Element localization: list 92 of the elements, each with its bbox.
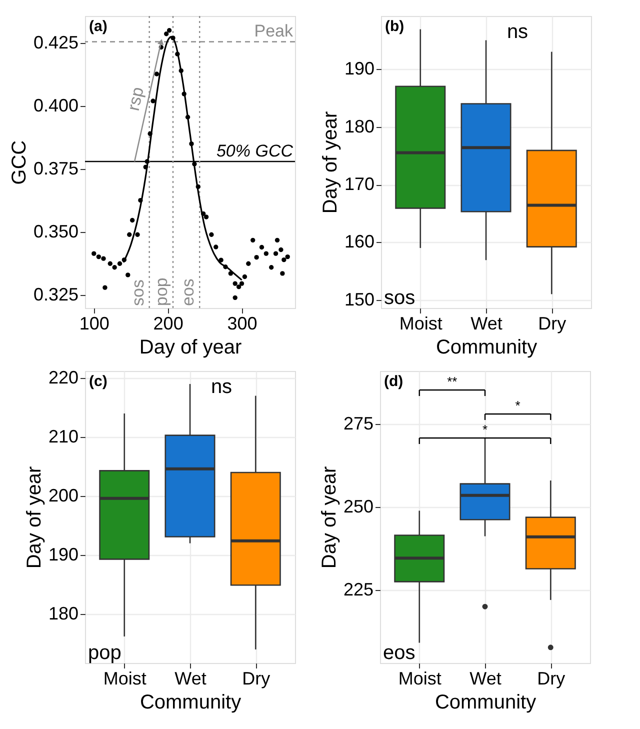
point bbox=[96, 254, 102, 260]
x-axis-title: Community bbox=[140, 692, 242, 714]
annotation: (a) bbox=[89, 18, 108, 35]
y-axis-title: GCC bbox=[8, 140, 30, 185]
x-tick-label: Wet bbox=[470, 668, 502, 688]
annotation: rsp bbox=[124, 85, 148, 112]
point bbox=[112, 265, 117, 270]
x-tick-label: Moist bbox=[398, 668, 442, 688]
y-tick-label: 0.375 bbox=[33, 158, 78, 179]
x-tick-label: Wet bbox=[174, 668, 206, 688]
point bbox=[232, 295, 238, 300]
point bbox=[117, 261, 122, 266]
y-tick-label: 0.400 bbox=[33, 96, 78, 116]
y-tick-label: 250 bbox=[343, 496, 374, 517]
point bbox=[242, 274, 248, 280]
x-tick-label: Wet bbox=[470, 314, 502, 334]
point bbox=[250, 238, 256, 243]
point bbox=[126, 272, 130, 278]
annotation: (d) bbox=[384, 373, 404, 390]
point bbox=[214, 244, 218, 250]
y-tick-label: 200 bbox=[48, 486, 78, 506]
y-tick-label: 170 bbox=[344, 174, 374, 194]
point bbox=[273, 251, 278, 256]
point bbox=[236, 284, 242, 290]
point bbox=[154, 72, 160, 76]
ref-line-label: sos bbox=[128, 280, 148, 306]
annotation: ns bbox=[210, 376, 232, 398]
point bbox=[218, 258, 224, 262]
point bbox=[130, 218, 135, 223]
x-tick-label: Moist bbox=[103, 668, 146, 688]
y-tick-label: 275 bbox=[343, 414, 374, 434]
point bbox=[204, 214, 209, 220]
annotation: (b) bbox=[385, 18, 404, 35]
y-tick-label: 190 bbox=[344, 58, 374, 79]
x-tick-label: 300 bbox=[227, 314, 258, 334]
point bbox=[127, 232, 132, 237]
annotation: * bbox=[482, 422, 488, 437]
x-axis-title: Day of year bbox=[139, 336, 242, 358]
point bbox=[239, 281, 244, 286]
point bbox=[150, 98, 156, 104]
annotation: eos bbox=[383, 642, 416, 664]
point bbox=[101, 256, 106, 261]
y-tick-label: 225 bbox=[343, 580, 374, 600]
point bbox=[164, 32, 169, 36]
point bbox=[274, 238, 280, 243]
annotation: pop bbox=[88, 642, 122, 664]
y-tick-label: 180 bbox=[344, 116, 374, 136]
annotation: sos bbox=[384, 287, 416, 309]
y-tick-label: 190 bbox=[48, 544, 78, 565]
ref-line-label: Peak bbox=[254, 22, 294, 41]
point bbox=[232, 281, 238, 286]
y-axis-title: Day of year bbox=[23, 466, 46, 569]
annotation: (c) bbox=[89, 373, 108, 390]
y-tick-label: 150 bbox=[344, 289, 374, 310]
y-tick-label: 160 bbox=[344, 232, 374, 252]
x-tick-label: Dry bbox=[242, 668, 270, 688]
x-tick-label: Dry bbox=[537, 668, 566, 688]
x-axis-title: Community bbox=[434, 692, 536, 714]
ref-line-label: 50% GCC bbox=[216, 141, 294, 160]
point bbox=[102, 285, 108, 290]
y-tick-label: 220 bbox=[48, 368, 78, 388]
point bbox=[285, 254, 290, 260]
y-tick-label: 0.325 bbox=[33, 284, 78, 305]
point bbox=[246, 261, 251, 266]
y-tick-label: 0.425 bbox=[33, 32, 78, 52]
point bbox=[278, 247, 284, 252]
point bbox=[135, 232, 140, 237]
point bbox=[166, 28, 172, 33]
x-tick-label: Moist bbox=[399, 314, 442, 334]
point bbox=[282, 257, 286, 262]
x-tick-label: 200 bbox=[153, 314, 184, 334]
y-axis-title: Day of year bbox=[318, 466, 340, 569]
annotation: ** bbox=[447, 374, 458, 389]
ref-line-label: eos bbox=[178, 278, 198, 306]
ref-line-label: pop bbox=[152, 278, 171, 306]
x-tick-label: 100 bbox=[79, 314, 110, 334]
point bbox=[280, 271, 285, 276]
y-axis-title: Day of year bbox=[319, 111, 342, 214]
point bbox=[259, 244, 264, 250]
y-tick-label: 0.350 bbox=[33, 222, 78, 242]
point bbox=[268, 265, 274, 270]
point bbox=[108, 261, 112, 266]
x-axis-title: Community bbox=[436, 336, 538, 358]
annotation: ns bbox=[506, 21, 528, 43]
x-tick-label: Dry bbox=[538, 314, 566, 334]
point bbox=[254, 254, 259, 260]
y-tick-label: 210 bbox=[48, 426, 78, 447]
point bbox=[92, 251, 96, 256]
annotation: * bbox=[515, 398, 520, 413]
y-tick-label: 180 bbox=[48, 604, 78, 624]
point bbox=[264, 251, 269, 256]
point bbox=[209, 232, 214, 237]
